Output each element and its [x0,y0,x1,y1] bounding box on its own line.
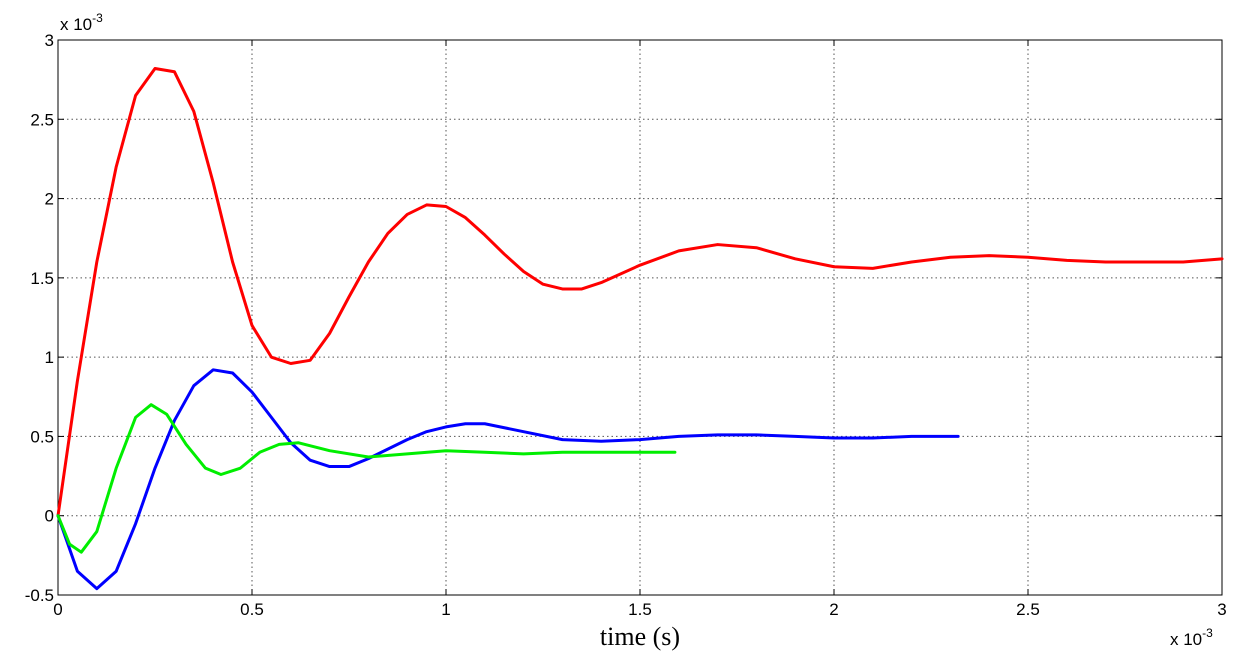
x-tick-label: 3 [1217,600,1226,619]
line-series [56,368,960,591]
y-tick-label: -0.5 [25,586,54,605]
x-tick-label: 1.5 [628,600,652,619]
x-multiplier-exponent: -3 [1202,626,1213,640]
y-tick-label: 1 [45,348,54,367]
y-multiplier-base: x 10 [60,15,92,34]
y-tick-label: 2 [45,190,54,209]
x-tick-label: 0.5 [240,600,264,619]
y-multiplier-exponent: -3 [92,11,103,25]
x-multiplier-base: x 10 [1170,630,1202,649]
x-tick-label: 0 [53,600,62,619]
y-tick-label: 0.5 [30,427,54,446]
y-tick-label: 3 [45,31,54,50]
plot-frame [57,39,1223,596]
x-multiplier: x 10-3 [1170,626,1213,649]
line-series [56,403,677,554]
y-multiplier: x 10-3 [60,11,103,34]
y-tick-label: 2.5 [30,110,54,129]
x-axis-label: time (s) [600,622,680,651]
x-tick-label: 2 [829,600,838,619]
x-tick-label: 2.5 [1016,600,1040,619]
y-tick-label: 1.5 [30,269,54,288]
y-tick-label: 0 [45,507,54,526]
x-tick-label: 1 [441,600,450,619]
line-series [56,67,1224,518]
